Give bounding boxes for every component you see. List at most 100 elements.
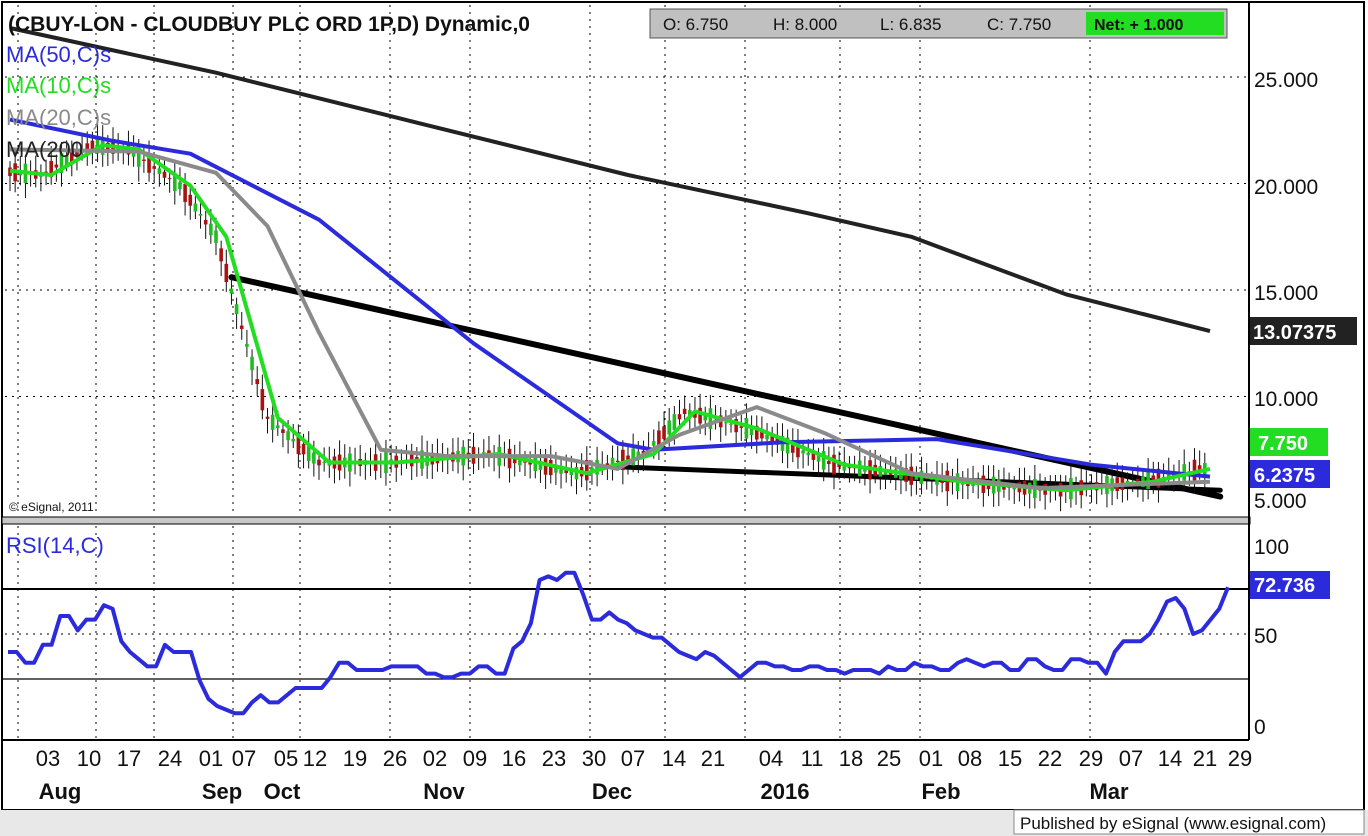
rsi-title: RSI(14,C) bbox=[6, 533, 104, 558]
x-tick-day-23: 08 bbox=[958, 746, 982, 771]
candle-body-97 bbox=[507, 448, 512, 469]
candle-body-120 bbox=[626, 455, 630, 462]
price-tick-5: 5.000 bbox=[1254, 490, 1307, 513]
candle-body-47 bbox=[250, 356, 254, 371]
candle-body-34 bbox=[183, 183, 187, 202]
candle-body-155 bbox=[806, 452, 811, 456]
candle-body-108 bbox=[564, 468, 568, 474]
candle-body-223 bbox=[1156, 468, 1161, 488]
candle-body-222 bbox=[1151, 475, 1156, 484]
candle-body-16 bbox=[90, 140, 95, 150]
candle-body-147 bbox=[765, 434, 769, 440]
candle-body-106 bbox=[554, 464, 558, 473]
x-tick-day-2: 17 bbox=[117, 746, 141, 771]
candle-body-7 bbox=[44, 171, 48, 173]
candle-body-53 bbox=[281, 429, 285, 434]
rsi-tag: 72.736 bbox=[1254, 575, 1315, 597]
candle-body-31 bbox=[167, 178, 172, 180]
candle-body-99 bbox=[518, 456, 522, 466]
candle-body-35 bbox=[188, 194, 193, 206]
x-tick-day-28: 14 bbox=[1158, 746, 1182, 771]
x-tick-day-29: 21 bbox=[1193, 746, 1217, 771]
rsi-line bbox=[8, 570, 1230, 716]
ma200-tag-box bbox=[1250, 317, 1357, 345]
candle-body-117 bbox=[610, 457, 615, 468]
candle-body-38 bbox=[203, 219, 208, 225]
x-tick-day-1: 10 bbox=[77, 746, 101, 771]
x-tick-day-16: 14 bbox=[662, 746, 686, 771]
candle-body-17 bbox=[95, 138, 100, 154]
candle-body-132 bbox=[688, 410, 692, 416]
candle-body-127 bbox=[662, 426, 666, 440]
x-tick-day-13: 23 bbox=[542, 746, 566, 771]
candle-body-39 bbox=[209, 223, 213, 236]
candle-body-107 bbox=[559, 465, 563, 474]
candle-body-36 bbox=[193, 203, 198, 212]
ma50-tag-box bbox=[1250, 460, 1330, 488]
candle-body-51 bbox=[270, 414, 275, 430]
x-tick-day-24: 15 bbox=[998, 746, 1022, 771]
x-tick-day-18: 04 bbox=[759, 746, 783, 771]
grid bbox=[3, 5, 1249, 738]
x-tick-day-27: 07 bbox=[1119, 746, 1143, 771]
candle-body-129 bbox=[672, 414, 677, 430]
candle-body-101 bbox=[528, 461, 532, 465]
candle-body-229 bbox=[1187, 470, 1192, 472]
candle-body-46 bbox=[245, 343, 249, 347]
ma-line-1 bbox=[9, 117, 1211, 479]
candle-body-143 bbox=[744, 418, 749, 439]
candle-body-56 bbox=[296, 435, 301, 455]
footer-credit: Published by eSignal (www.esignal.com) bbox=[1020, 814, 1326, 833]
x-tick-day-25: 22 bbox=[1038, 746, 1062, 771]
candle-body-49 bbox=[260, 389, 265, 411]
candle-body-161 bbox=[837, 463, 841, 467]
candle-body-145 bbox=[754, 425, 759, 440]
ohlc-close: C: 7.750 bbox=[987, 15, 1051, 34]
footer-box bbox=[1013, 809, 1365, 835]
candle-body-154 bbox=[801, 450, 805, 454]
candle-body-54 bbox=[286, 431, 290, 441]
candle-body-60 bbox=[317, 459, 321, 466]
candle-body-142 bbox=[739, 426, 744, 428]
candle-body-126 bbox=[657, 430, 661, 446]
candle-body-50 bbox=[265, 416, 270, 419]
ohlc-high: H: 8.000 bbox=[773, 15, 837, 34]
candle-body-225 bbox=[1166, 471, 1171, 480]
copyright: © eSignal, 2011 bbox=[9, 500, 94, 514]
candle-body-13 bbox=[75, 152, 79, 157]
x-tick-month-6: Feb bbox=[921, 779, 960, 804]
rsi-tick-100: 100 bbox=[1254, 536, 1289, 559]
candle-body-158 bbox=[821, 451, 826, 470]
candle-body-131 bbox=[682, 408, 687, 415]
candle-body-28 bbox=[152, 166, 156, 169]
candle-body-151 bbox=[785, 437, 790, 454]
legend-ma200: MA(200 bbox=[6, 137, 83, 162]
price-tick-15: 15.000 bbox=[1254, 282, 1318, 305]
candle-body-116 bbox=[605, 463, 610, 466]
panel-separator bbox=[1, 516, 1251, 525]
candle-body-135 bbox=[703, 413, 708, 421]
close-tag-box bbox=[1250, 428, 1328, 456]
candle-body-118 bbox=[615, 460, 620, 463]
x-tick-day-4: 01 bbox=[199, 746, 223, 771]
candle-body-25 bbox=[136, 146, 141, 167]
candle-body-11 bbox=[64, 155, 69, 165]
candle-body-9 bbox=[54, 164, 59, 168]
candle-body-230 bbox=[1192, 459, 1197, 481]
x-tick-day-6: 05 bbox=[274, 746, 298, 771]
ohlc-low: L: 6.835 bbox=[880, 15, 941, 34]
candle-body-104 bbox=[543, 458, 548, 475]
candle-body-112 bbox=[585, 460, 589, 481]
ma-line-3 bbox=[9, 147, 1211, 491]
candle-body-130 bbox=[677, 414, 682, 420]
rsi-tag-box bbox=[1250, 571, 1330, 599]
x-tick-day-14: 30 bbox=[582, 746, 606, 771]
candle-body-153 bbox=[796, 442, 800, 458]
x-tick-day-3: 24 bbox=[158, 746, 182, 771]
candle-body-44 bbox=[234, 304, 239, 315]
x-tick-day-0: 03 bbox=[36, 746, 60, 771]
ma200-tag: 13.07375 bbox=[1253, 322, 1336, 344]
ma-line-0 bbox=[9, 26, 1211, 334]
price-tick-10: 10.000 bbox=[1254, 388, 1318, 411]
candle-body-157 bbox=[816, 454, 821, 462]
